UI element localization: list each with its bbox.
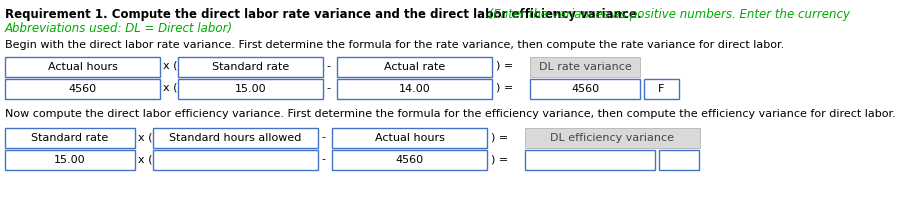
FancyBboxPatch shape [530,79,640,99]
Text: ) =: ) = [491,154,509,164]
FancyBboxPatch shape [332,128,487,148]
Text: -: - [326,61,330,71]
Text: F: F [658,84,664,94]
FancyBboxPatch shape [5,57,160,77]
Text: Now compute the direct labor efficiency variance. First determine the formula fo: Now compute the direct labor efficiency … [5,109,895,119]
FancyBboxPatch shape [525,150,655,170]
Text: ) =: ) = [491,132,509,142]
Text: -: - [326,83,330,93]
Text: -: - [321,154,325,164]
FancyBboxPatch shape [153,150,318,170]
Text: ) =: ) = [496,83,513,93]
FancyBboxPatch shape [525,128,700,148]
Text: 4560: 4560 [571,84,599,94]
Text: DL rate variance: DL rate variance [539,62,632,72]
FancyBboxPatch shape [178,79,323,99]
FancyBboxPatch shape [178,57,323,77]
Text: 4560: 4560 [396,155,423,165]
Text: 4560: 4560 [68,84,96,94]
Text: Abbreviations used: DL = Direct labor): Abbreviations used: DL = Direct labor) [5,22,233,35]
Text: 14.00: 14.00 [399,84,430,94]
Text: Actual rate: Actual rate [384,62,445,72]
FancyBboxPatch shape [644,79,679,99]
FancyBboxPatch shape [337,57,492,77]
Text: Begin with the direct labor rate variance. First determine the formula for the r: Begin with the direct labor rate varianc… [5,40,784,50]
FancyBboxPatch shape [5,128,135,148]
FancyBboxPatch shape [5,150,135,170]
Text: ) =: ) = [496,61,513,71]
FancyBboxPatch shape [5,79,160,99]
Text: DL efficiency variance: DL efficiency variance [551,133,674,143]
Text: x (: x ( [138,154,153,164]
FancyBboxPatch shape [153,128,318,148]
Text: (Enter the variances as positive numbers. Enter the currency: (Enter the variances as positive numbers… [485,8,850,21]
Text: -: - [321,132,325,142]
Text: x (: x ( [163,83,177,93]
Text: 15.00: 15.00 [55,155,86,165]
Text: Standard rate: Standard rate [212,62,289,72]
Text: Actual hours: Actual hours [47,62,117,72]
Text: x (: x ( [138,132,153,142]
Text: 15.00: 15.00 [235,84,267,94]
FancyBboxPatch shape [337,79,492,99]
Text: Standard rate: Standard rate [31,133,108,143]
Text: x (: x ( [163,61,177,71]
Text: Standard hours allowed: Standard hours allowed [169,133,302,143]
FancyBboxPatch shape [530,57,640,77]
FancyBboxPatch shape [332,150,487,170]
Text: Actual hours: Actual hours [375,133,444,143]
FancyBboxPatch shape [659,150,699,170]
Text: Requirement 1. Compute the direct labor rate variance and the direct labor effic: Requirement 1. Compute the direct labor … [5,8,642,21]
